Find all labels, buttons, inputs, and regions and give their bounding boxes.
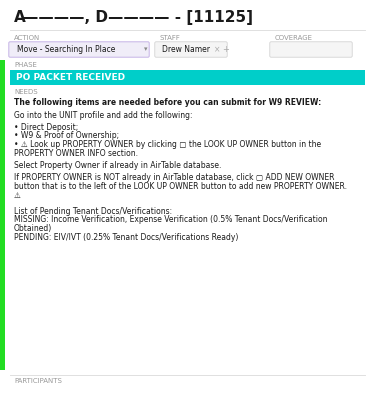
Text: The following items are needed before you can submit for W9 REVIEW:: The following items are needed before yo… [14,98,321,107]
Text: List of Pending Tenant Docs/Verifications:: List of Pending Tenant Docs/Verification… [14,207,172,216]
Text: If PROPERTY OWNER is NOT already in AirTable database, click ▢ ADD NEW OWNER: If PROPERTY OWNER is NOT already in AirT… [14,174,334,182]
Text: Obtained): Obtained) [14,224,52,233]
Text: PO PACKET RECEIVED: PO PACKET RECEIVED [16,73,125,82]
Text: • Direct Deposit;: • Direct Deposit; [14,123,78,132]
Text: button that is to the left of the LOOK UP OWNER button to add new PROPERTY OWNER: button that is to the left of the LOOK U… [14,182,347,191]
Text: PROPERTY OWNER INFO section.: PROPERTY OWNER INFO section. [14,148,138,158]
Text: ×: × [214,45,220,54]
Text: ACTION: ACTION [14,35,40,41]
Bar [0,60,5,370]
Text: ⚠: ⚠ [14,190,21,200]
Text: Move - Searching In Place: Move - Searching In Place [17,45,116,54]
Text: ▾: ▾ [144,46,147,52]
Text: Drew Namer: Drew Namer [162,45,210,54]
Text: MISSING: Income Verification, Expense Verification (0.5% Tenant Docs/Verificatio: MISSING: Income Verification, Expense Ve… [14,216,327,224]
Text: ————, D———— - [11125]: ————, D———— - [11125] [23,10,253,25]
Text: STAFF: STAFF [160,35,181,41]
FancyBboxPatch shape [9,42,149,57]
Text: • W9 & Proof of Ownership;: • W9 & Proof of Ownership; [14,132,119,140]
Text: COVERAGE: COVERAGE [275,35,313,41]
Text: Select Property Owner if already in AirTable database.: Select Property Owner if already in AirT… [14,161,221,170]
Text: +: + [222,45,229,54]
FancyBboxPatch shape [270,42,352,57]
Text: PHASE: PHASE [14,62,37,68]
Text: PENDING: EIV/IVT (0.25% Tenant Docs/Verifications Ready): PENDING: EIV/IVT (0.25% Tenant Docs/Veri… [14,232,238,242]
Text: • ⚠ Look up PROPERTY OWNER by clicking ▢ the LOOK UP OWNER button in the: • ⚠ Look up PROPERTY OWNER by clicking ▢… [14,140,321,149]
Text: NEEDS: NEEDS [14,89,38,95]
FancyBboxPatch shape [155,42,227,57]
Text: A: A [14,10,26,25]
Bar [10,70,365,85]
Text: PARTICIPANTS: PARTICIPANTS [14,378,62,384]
Text: Go into the UNIT profile and add the following:: Go into the UNIT profile and add the fol… [14,110,192,120]
